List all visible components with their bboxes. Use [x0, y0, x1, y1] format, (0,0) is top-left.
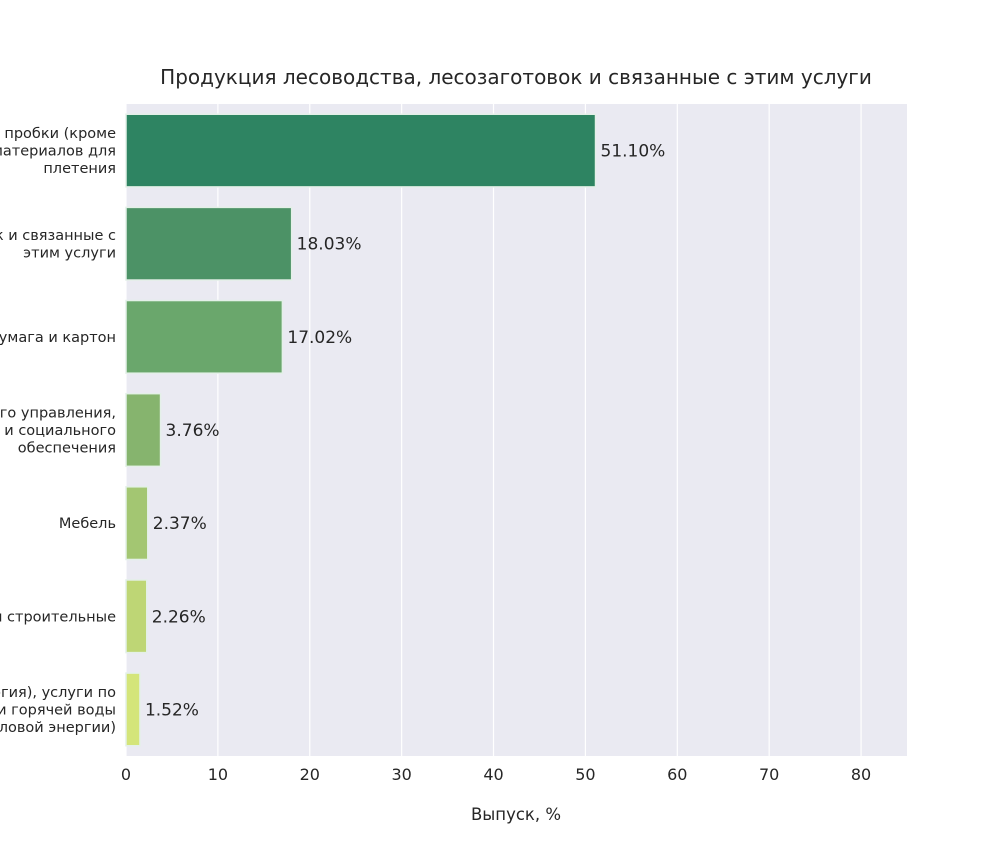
bar-5: [125, 486, 149, 561]
category-label-line: и горячей воды: [0, 702, 116, 718]
plot-area: [126, 104, 907, 756]
category-label-line: к и связанные с: [0, 228, 116, 244]
bar-value-label: 51.10%: [601, 142, 666, 162]
chart-title: Продукция лесоводства, лесозаготовок и с…: [160, 65, 872, 89]
value-labels: 51.10% 18.03% 17.02% 3.76% 2.37% 2.26% 1.52%: [145, 142, 665, 721]
bar-value-label: 3.76%: [166, 421, 220, 441]
category-label: ы строительные: [0, 609, 116, 625]
bar-value-label: 1.52%: [145, 700, 199, 720]
bar-4: [125, 392, 162, 468]
x-tick-label: 20: [300, 765, 320, 784]
x-tick-label: 40: [483, 765, 503, 784]
category-label-line: и и социального: [0, 423, 116, 439]
bar-6: [125, 579, 148, 654]
category-label-line: и пробки (кроме: [0, 126, 116, 142]
category-label-line: пловой энергии): [0, 720, 116, 736]
x-axis-ticks: 0 10 20 30 40 50 60 70 80: [121, 765, 871, 784]
category-label: к и связанные с этим услуги: [0, 228, 116, 262]
category-label: Мебель: [59, 516, 116, 532]
category-label-line: ргия), услуги по: [0, 685, 116, 701]
category-label-line: плетения: [43, 161, 116, 177]
x-tick-label: 70: [759, 765, 779, 784]
bar-value-label: 17.02%: [287, 328, 352, 348]
category-label: бумага и картон: [0, 330, 116, 346]
bars: [125, 113, 597, 747]
category-label-line: Мебель: [59, 516, 116, 532]
bar-value-label: 18.03%: [297, 235, 362, 255]
category-labels: и пробки (кроме материалов для плетения к и…: [0, 126, 116, 736]
bar-2: [125, 206, 293, 281]
bar-7: [125, 672, 141, 747]
category-label-line: ы строительные: [0, 609, 116, 625]
category-label-line: этим услуги: [23, 245, 116, 261]
category-label-line: бумага и картон: [0, 330, 116, 346]
x-tick-label: 30: [391, 765, 411, 784]
bar-3: [125, 299, 284, 374]
category-label-line: ого управления,: [0, 406, 116, 422]
category-label-line: обеспечения: [18, 441, 116, 457]
x-tick-label: 10: [208, 765, 228, 784]
category-label: ргия), услуги по и горячей воды пловой эне…: [0, 685, 116, 736]
x-tick-label: 60: [667, 765, 687, 784]
category-label: и пробки (кроме материалов для плетения: [0, 126, 116, 177]
bar-1: [125, 113, 597, 188]
bar-value-label: 2.26%: [152, 607, 206, 627]
category-label-line: материалов для: [0, 144, 116, 160]
bar-value-label: 2.37%: [153, 514, 207, 534]
x-tick-label: 80: [851, 765, 871, 784]
x-axis-label: Выпуск, %: [471, 805, 561, 824]
x-tick-label: 50: [575, 765, 595, 784]
x-tick-label: 0: [121, 765, 131, 784]
category-label: ого управления, и и социального обеспечени…: [0, 406, 116, 457]
